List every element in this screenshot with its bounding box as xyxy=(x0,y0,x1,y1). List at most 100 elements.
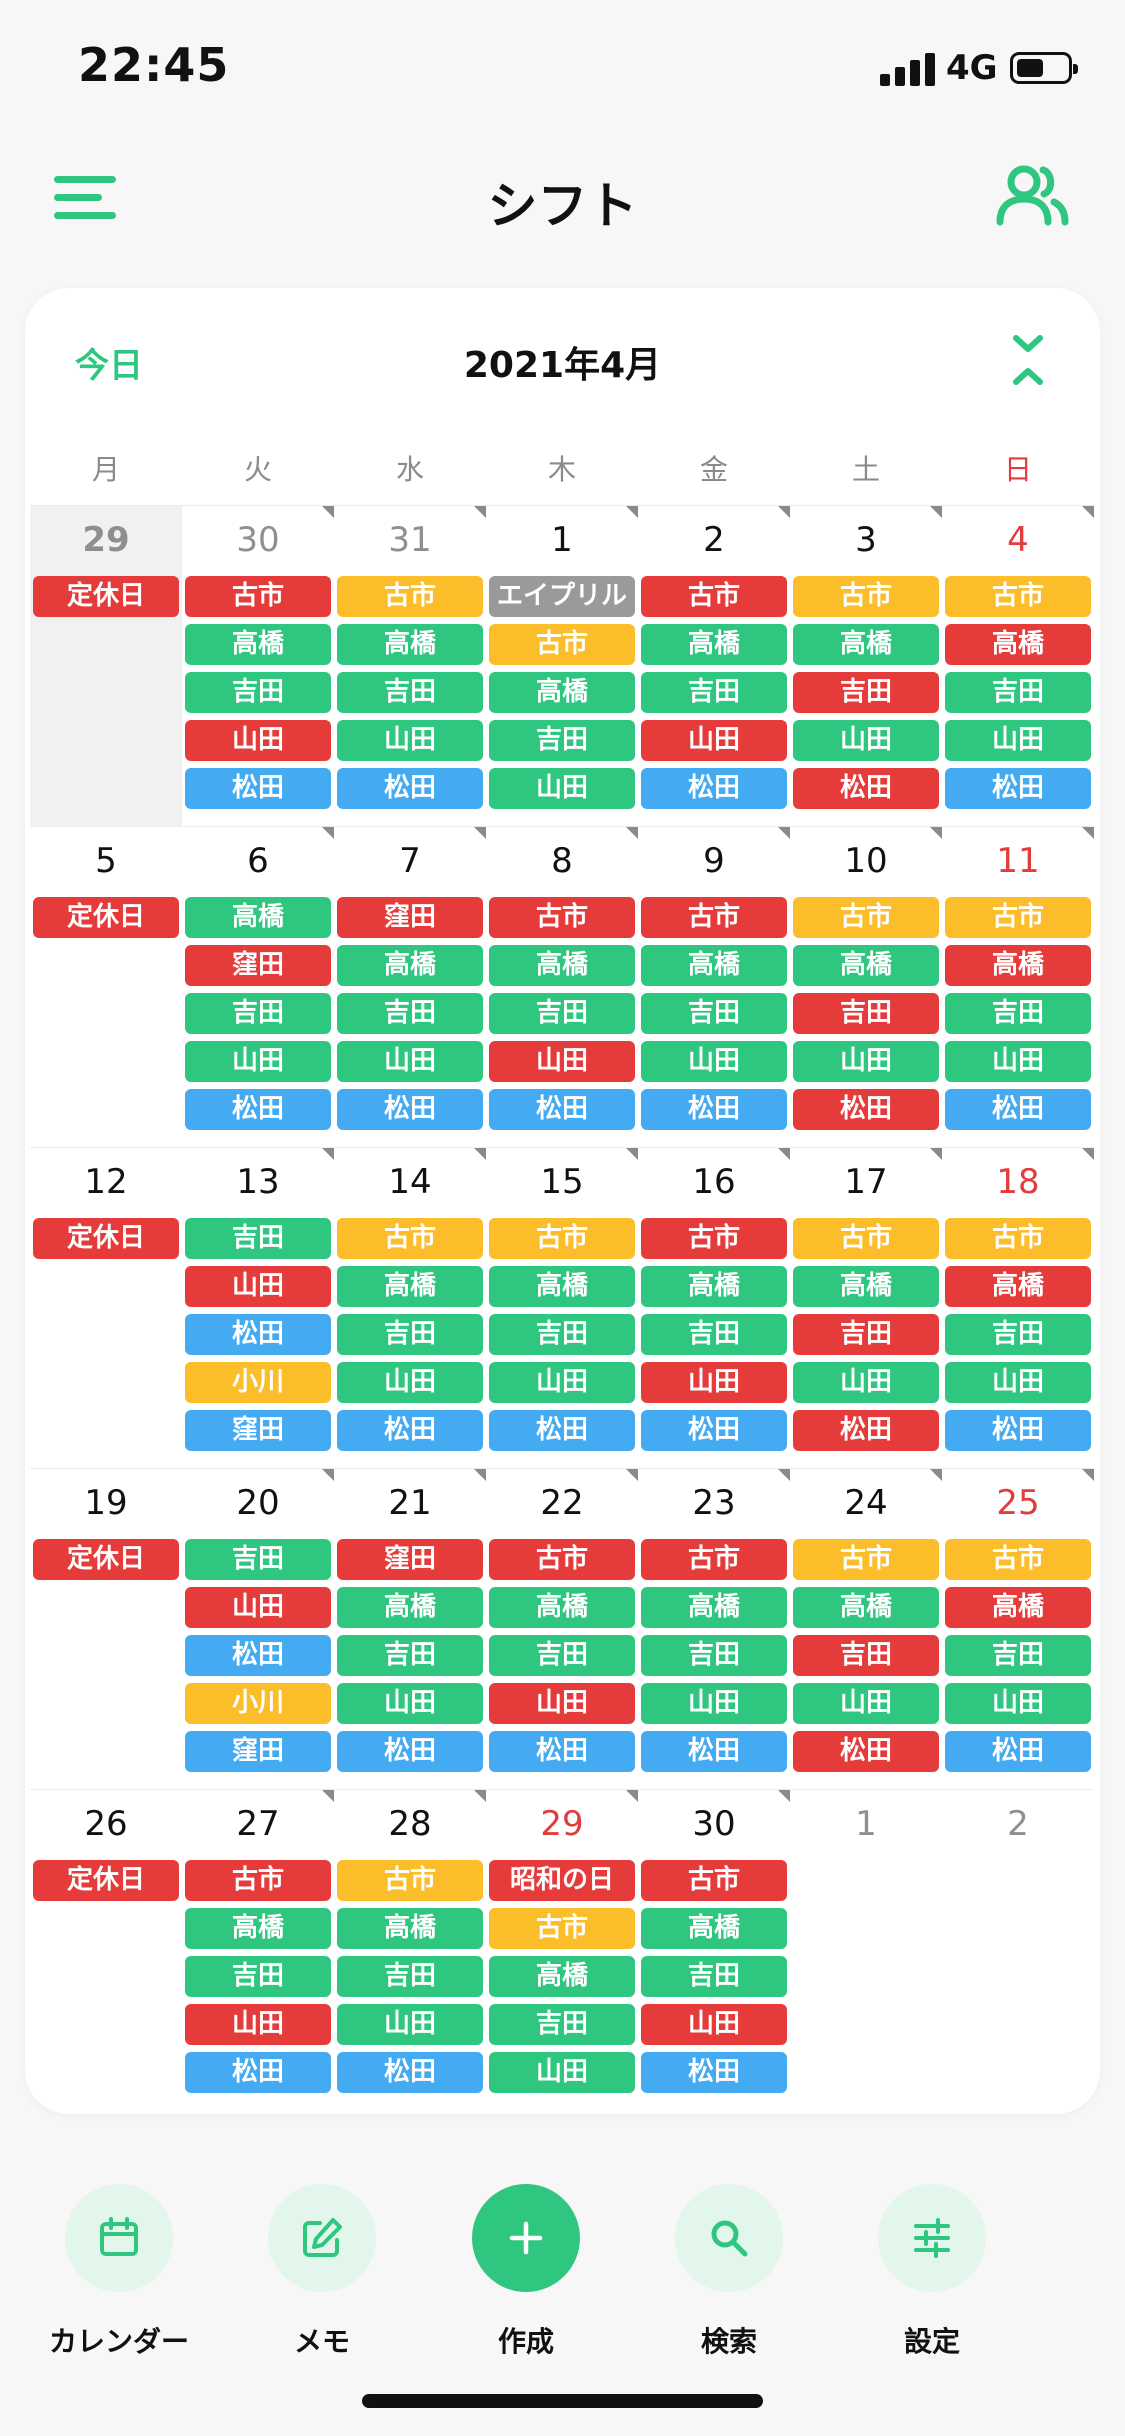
shift-chip[interactable]: 松田 xyxy=(641,1410,787,1451)
day-cell[interactable]: 29 昭和の日 古市 高橋 吉田 山田 xyxy=(486,1790,638,2111)
shift-chip[interactable]: 高橋 xyxy=(793,945,939,986)
shift-chip[interactable]: 吉田 xyxy=(337,1314,483,1355)
shift-chip[interactable]: 小川 xyxy=(185,1362,331,1403)
shift-chip[interactable]: 吉田 xyxy=(185,672,331,713)
shift-chip[interactable]: 古市 xyxy=(641,897,787,938)
day-cell[interactable]: 5 定休日 xyxy=(30,827,182,1148)
shift-chip[interactable]: 松田 xyxy=(337,1410,483,1451)
shift-chip[interactable]: 古市 xyxy=(793,1218,939,1259)
shift-chip[interactable]: 古市 xyxy=(945,897,1091,938)
calendar-icon[interactable] xyxy=(65,2184,173,2292)
shift-chip[interactable]: 松田 xyxy=(793,1731,939,1772)
shift-chip[interactable]: 高橋 xyxy=(337,945,483,986)
shift-chip[interactable]: 高橋 xyxy=(185,624,331,665)
day-cell[interactable]: 23 古市 高橋 吉田 山田 松田 xyxy=(638,1469,790,1790)
day-cell[interactable]: 21 窪田 高橋 吉田 山田 松田 xyxy=(334,1469,486,1790)
day-cell[interactable]: 3 古市 高橋 吉田 山田 松田 xyxy=(790,506,942,827)
day-cell[interactable]: 2 xyxy=(942,1790,1094,2111)
shift-chip[interactable]: 高橋 xyxy=(185,1908,331,1949)
sliders-icon[interactable] xyxy=(878,2184,986,2292)
shift-chip[interactable]: 高橋 xyxy=(185,897,331,938)
shift-chip[interactable]: 定休日 xyxy=(33,576,179,617)
today-button[interactable]: 今日 xyxy=(75,346,143,386)
nav-settings-button[interactable]: 設定 xyxy=(842,2184,1022,2358)
shift-chip[interactable]: 山田 xyxy=(185,1041,331,1082)
plus-icon[interactable] xyxy=(472,2184,580,2292)
shift-chip[interactable]: 松田 xyxy=(793,1089,939,1130)
shift-chip[interactable]: 松田 xyxy=(337,1731,483,1772)
day-cell[interactable]: 2 古市 高橋 吉田 山田 松田 xyxy=(638,506,790,827)
shift-chip[interactable]: 吉田 xyxy=(793,672,939,713)
day-cell[interactable]: 30 古市 高橋 吉田 山田 松田 xyxy=(182,506,334,827)
day-cell[interactable]: 12 定休日 xyxy=(30,1148,182,1469)
shift-chip[interactable]: 高橋 xyxy=(793,1266,939,1307)
shift-chip[interactable]: 山田 xyxy=(641,1041,787,1082)
shift-chip[interactable]: 松田 xyxy=(185,768,331,809)
day-cell[interactable]: 19 定休日 xyxy=(30,1469,182,1790)
shift-chip[interactable]: 高橋 xyxy=(641,1908,787,1949)
shift-chip[interactable]: 吉田 xyxy=(641,1956,787,1997)
shift-chip[interactable]: 吉田 xyxy=(337,1956,483,1997)
shift-chip[interactable]: 古市 xyxy=(489,1908,635,1949)
day-cell[interactable]: 25 古市 高橋 吉田 山田 松田 xyxy=(942,1469,1094,1790)
shift-chip[interactable]: 吉田 xyxy=(489,1635,635,1676)
shift-chip[interactable]: 高橋 xyxy=(337,1908,483,1949)
shift-chip[interactable]: 古市 xyxy=(793,897,939,938)
edit-icon[interactable] xyxy=(268,2184,376,2292)
shift-chip[interactable]: 吉田 xyxy=(489,993,635,1034)
shift-chip[interactable]: 山田 xyxy=(793,1683,939,1724)
day-cell[interactable]: 1 エイプリル 古市 高橋 吉田 山田 xyxy=(486,506,638,827)
shift-chip[interactable]: 吉田 xyxy=(641,993,787,1034)
shift-chip[interactable]: 吉田 xyxy=(337,672,483,713)
shift-chip[interactable]: 吉田 xyxy=(641,672,787,713)
nav-create-button[interactable]: 作成 xyxy=(436,2184,616,2358)
shift-chip[interactable]: 高橋 xyxy=(489,1956,635,1997)
shift-chip[interactable]: 松田 xyxy=(185,1314,331,1355)
shift-chip[interactable]: 松田 xyxy=(641,2052,787,2093)
shift-chip[interactable]: 山田 xyxy=(793,1041,939,1082)
shift-chip[interactable]: 高橋 xyxy=(489,672,635,713)
shift-chip[interactable]: 松田 xyxy=(945,1089,1091,1130)
shift-chip[interactable]: 古市 xyxy=(185,576,331,617)
shift-chip[interactable]: 高橋 xyxy=(793,1587,939,1628)
nav-search-button[interactable]: 検索 xyxy=(639,2184,819,2358)
shift-chip[interactable]: 高橋 xyxy=(641,624,787,665)
shift-chip[interactable]: 山田 xyxy=(641,2004,787,2045)
day-cell[interactable]: 7 窪田 高橋 吉田 山田 松田 xyxy=(334,827,486,1148)
shift-chip[interactable]: 松田 xyxy=(185,1089,331,1130)
shift-chip[interactable]: 古市 xyxy=(489,624,635,665)
day-cell[interactable]: 18 古市 高橋 吉田 山田 松田 xyxy=(942,1148,1094,1469)
shift-chip[interactable]: 吉田 xyxy=(185,993,331,1034)
shift-chip[interactable]: 古市 xyxy=(945,1539,1091,1580)
shift-chip[interactable]: 松田 xyxy=(793,1410,939,1451)
day-cell[interactable]: 13 吉田 山田 松田 小川 窪田 xyxy=(182,1148,334,1469)
shift-chip[interactable]: 高橋 xyxy=(337,1266,483,1307)
shift-chip[interactable]: 吉田 xyxy=(641,1635,787,1676)
shift-chip[interactable]: 昭和の日 xyxy=(489,1860,635,1901)
nav-calendar-button[interactable]: カレンダー xyxy=(29,2184,209,2358)
shift-chip[interactable]: 松田 xyxy=(641,1089,787,1130)
shift-chip[interactable]: 山田 xyxy=(641,720,787,761)
shift-chip[interactable]: 松田 xyxy=(945,768,1091,809)
shift-chip[interactable]: 窪田 xyxy=(185,1731,331,1772)
shift-chip[interactable]: 古市 xyxy=(185,1860,331,1901)
shift-chip[interactable]: 吉田 xyxy=(945,993,1091,1034)
day-cell[interactable]: 10 古市 高橋 吉田 山田 松田 xyxy=(790,827,942,1148)
shift-chip[interactable]: 古市 xyxy=(337,1218,483,1259)
shift-chip[interactable]: 古市 xyxy=(641,1539,787,1580)
users-icon[interactable] xyxy=(994,162,1070,232)
day-cell[interactable]: 11 古市 高橋 吉田 山田 松田 xyxy=(942,827,1094,1148)
shift-chip[interactable]: 高橋 xyxy=(489,1266,635,1307)
shift-chip[interactable]: 高橋 xyxy=(489,945,635,986)
shift-chip[interactable]: 高橋 xyxy=(641,945,787,986)
shift-chip[interactable]: 高橋 xyxy=(945,1587,1091,1628)
shift-chip[interactable]: 高橋 xyxy=(489,1587,635,1628)
day-cell[interactable]: 6 高橋 窪田 吉田 山田 松田 xyxy=(182,827,334,1148)
day-cell[interactable]: 8 古市 高橋 吉田 山田 松田 xyxy=(486,827,638,1148)
shift-chip[interactable]: 山田 xyxy=(489,1041,635,1082)
day-cell[interactable]: 1 xyxy=(790,1790,942,2111)
shift-chip[interactable]: 高橋 xyxy=(945,945,1091,986)
shift-chip[interactable]: 松田 xyxy=(945,1410,1091,1451)
day-cell[interactable]: 26 定休日 xyxy=(30,1790,182,2111)
shift-chip[interactable]: 吉田 xyxy=(793,1635,939,1676)
